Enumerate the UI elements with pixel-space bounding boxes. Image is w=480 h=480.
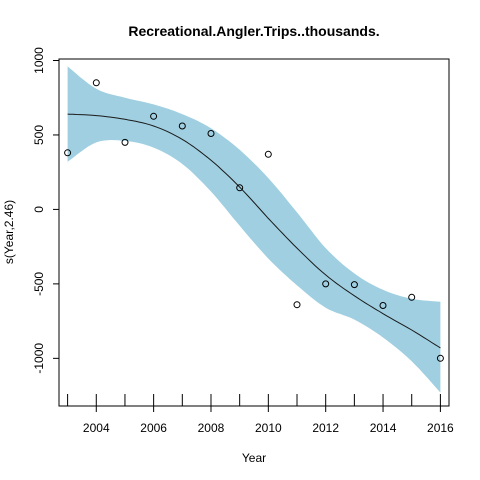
x-tick-label: 2012	[312, 421, 339, 435]
data-point	[178, 122, 186, 130]
data-point	[350, 281, 358, 289]
y-tick-label: 500	[32, 125, 46, 145]
data-point	[436, 354, 444, 362]
data-point	[150, 112, 158, 120]
x-tick-label: 2010	[255, 421, 282, 435]
data-point	[64, 149, 72, 157]
data-point	[322, 280, 330, 288]
confidence-band	[67, 66, 441, 393]
x-tick-label: 2016	[427, 421, 454, 435]
smooth-fit-line	[67, 113, 441, 349]
y-tick-label: -1000	[32, 343, 46, 374]
x-tick-label: 2014	[370, 421, 397, 435]
observed-points	[64, 79, 444, 362]
data-point	[121, 138, 129, 146]
data-point	[379, 302, 387, 309]
data-point	[264, 150, 272, 158]
data-point	[207, 130, 215, 137]
plot-frame	[58, 58, 450, 407]
chart-title: Recreational.Angler.Trips..thousands.	[128, 23, 379, 39]
y-tick-label: 0	[32, 206, 46, 213]
data-point	[236, 184, 244, 192]
x-tick-label: 2006	[140, 421, 167, 435]
plot-area	[58, 58, 450, 407]
y-tick-label: 1000	[32, 47, 46, 74]
data-point	[293, 301, 301, 309]
y-axis: -1000 -500 0 500 1000	[32, 47, 59, 374]
x-tick-label: 2004	[83, 421, 110, 435]
x-axis-label: Year	[242, 451, 266, 465]
data-point	[408, 293, 416, 301]
y-tick-label: -500	[32, 272, 46, 296]
data-point	[92, 79, 100, 87]
y-axis-label: s(Year,2.46)	[2, 200, 16, 264]
x-axis: 2004 2006 2008 2010 2012 2014 2016	[67, 394, 454, 435]
x-tick-label: 2008	[198, 421, 225, 435]
